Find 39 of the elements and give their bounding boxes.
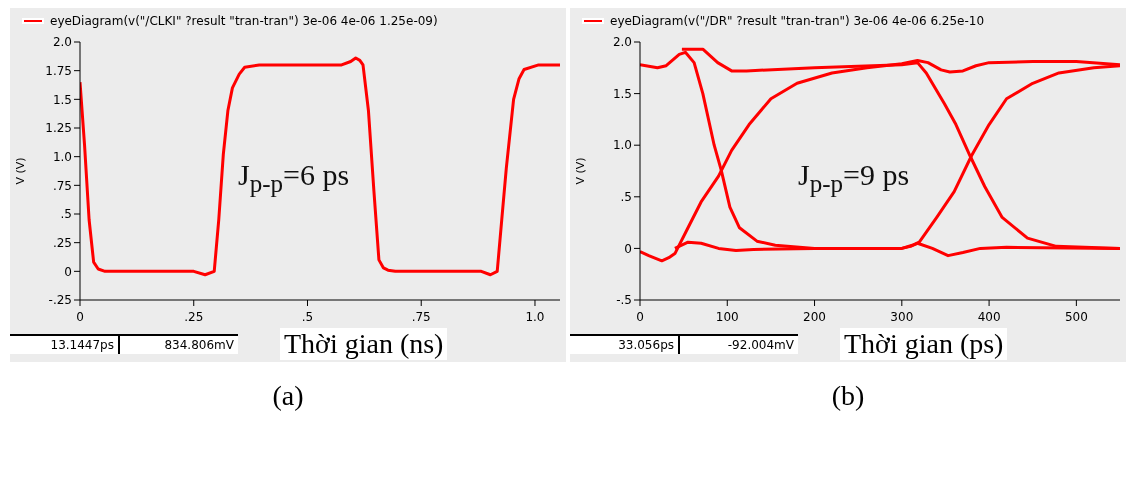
x-tick-label: .5 bbox=[301, 309, 314, 324]
y-tick-label: -.25 bbox=[48, 293, 72, 308]
text: 33.056ps bbox=[570, 334, 678, 354]
y-tick-label: .25 bbox=[52, 235, 72, 250]
y-tick-label: 1.75 bbox=[45, 63, 72, 78]
y-axis-title: V (V) bbox=[13, 157, 27, 185]
text: 13.1447ps bbox=[10, 334, 118, 354]
y-tick-label: .5 bbox=[620, 190, 632, 205]
y-tick-label: -.5 bbox=[616, 293, 632, 308]
x-tick-label: 200 bbox=[803, 309, 826, 324]
y-tick-label: 1.0 bbox=[52, 149, 72, 164]
y-tick-label: 1.5 bbox=[52, 92, 72, 107]
y-tick-label: 0 bbox=[64, 264, 72, 279]
x-tick-label: .25 bbox=[184, 309, 204, 324]
x-tick-label: 500 bbox=[1064, 309, 1088, 324]
y-axis-title: V (V) bbox=[573, 157, 587, 185]
y-tick-label: 0 bbox=[624, 241, 632, 256]
x-axis-title: Thời gian (ns) bbox=[280, 328, 448, 360]
x-tick-label: 300 bbox=[890, 309, 914, 324]
text: (b) bbox=[831, 380, 865, 412]
y-tick-label: 2.0 bbox=[612, 35, 632, 50]
y-tick-label: 1.0 bbox=[612, 138, 632, 153]
y-tick-label: 1.5 bbox=[612, 86, 632, 101]
y-tick-label: .75 bbox=[52, 178, 72, 193]
x-axis-title: Thời gian (ps) bbox=[840, 328, 1008, 360]
y-tick-label: 2.0 bbox=[52, 35, 72, 50]
x-tick-label: .75 bbox=[411, 309, 431, 324]
legend-label: eyeDiagram(v("/DR" ?result "tran-tran") 3e-06 4e-06 6.25e-10 bbox=[609, 14, 986, 28]
annotation: J$_{p-p}$=6 ps bbox=[238, 158, 350, 198]
y-tick-label: 1.25 bbox=[45, 121, 72, 136]
x-tick-label: 400 bbox=[977, 309, 1001, 324]
annotation: J$_{p-p}$=9 ps bbox=[798, 158, 910, 198]
x-tick-label: 100 bbox=[715, 309, 739, 324]
x-tick-label: 1.0 bbox=[525, 309, 545, 324]
x-tick-label: 0 bbox=[76, 309, 84, 324]
y-tick-label: .5 bbox=[60, 207, 72, 222]
x-tick-label: 0 bbox=[636, 309, 644, 324]
legend-label: eyeDiagram(v("/CLKI" ?result "tran-tran") 3e-06 4e-06 1.25e-09) bbox=[49, 14, 439, 28]
text: (a) bbox=[272, 380, 304, 412]
